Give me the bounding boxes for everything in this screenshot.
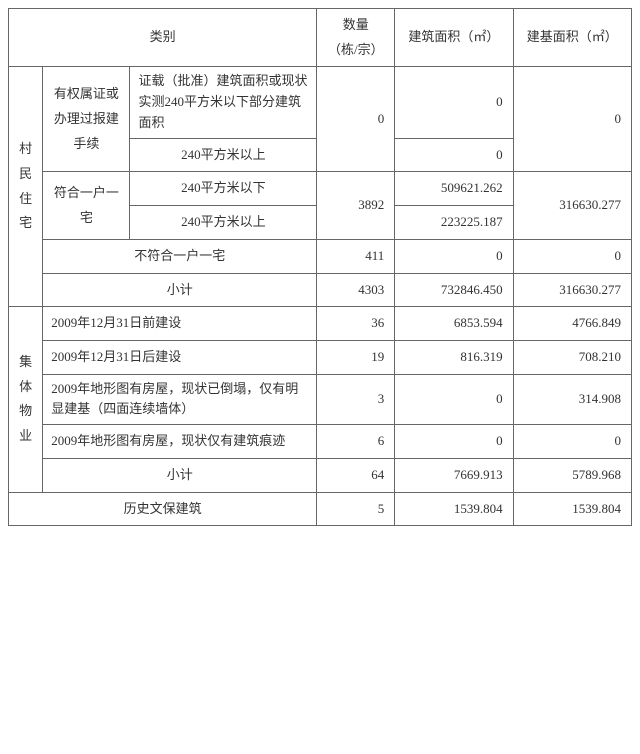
ba-cert-above: 0 xyxy=(395,138,513,172)
sub-has-certificate: 有权属证或办理过报建手续 xyxy=(43,67,130,172)
ba-after-2009: 816.319 xyxy=(395,340,513,374)
sub-onehouse-below240: 240平方米以下 xyxy=(130,172,317,206)
sub-one-house: 符合一户一宅 xyxy=(43,172,130,239)
sub-after-2009: 2009年12月31日后建设 xyxy=(43,340,317,374)
cat-villager-housing: 村民住宅 xyxy=(9,67,43,307)
fa-heritage: 1539.804 xyxy=(513,492,631,526)
sub-collapsed: 2009年地形图有房屋，现状已倒塌，仅有明显建基（四面连续墙体） xyxy=(43,374,317,425)
fa-cert: 0 xyxy=(513,67,631,172)
sub-onehouse-above240: 240平方米以上 xyxy=(130,206,317,240)
villager-subtotal-qty: 4303 xyxy=(317,273,395,307)
ba-cert-below: 0 xyxy=(395,67,513,138)
sub-cert-below240: 证载（批准）建筑面积或现状实测240平方米以下部分建筑面积 xyxy=(130,67,317,138)
qty-after-2009: 19 xyxy=(317,340,395,374)
header-building-area: 建筑面积（㎡） xyxy=(395,9,513,67)
qty-before-2009: 36 xyxy=(317,307,395,341)
data-table: 类别 数量（栋/宗） 建筑面积（㎡） 建基面积（㎡） 村民住宅 有权属证或办理过… xyxy=(8,8,632,526)
sub-cert-above240: 240平方米以上 xyxy=(130,138,317,172)
header-quantity: 数量（栋/宗） xyxy=(317,9,395,67)
ba-collapsed: 0 xyxy=(395,374,513,425)
villager-subtotal-label: 小计 xyxy=(43,273,317,307)
ba-onehouse-above: 223225.187 xyxy=(395,206,513,240)
fa-not-onehouse: 0 xyxy=(513,239,631,273)
sub-before-2009: 2009年12月31日前建设 xyxy=(43,307,317,341)
qty-cert: 0 xyxy=(317,67,395,172)
ba-traces: 0 xyxy=(395,425,513,459)
qty-collapsed: 3 xyxy=(317,374,395,425)
collective-subtotal-ba: 7669.913 xyxy=(395,458,513,492)
collective-subtotal-label: 小计 xyxy=(43,458,317,492)
qty-traces: 6 xyxy=(317,425,395,459)
ba-onehouse-below: 509621.262 xyxy=(395,172,513,206)
fa-onehouse: 316630.277 xyxy=(513,172,631,239)
fa-traces: 0 xyxy=(513,425,631,459)
qty-heritage: 5 xyxy=(317,492,395,526)
cat-heritage: 历史文保建筑 xyxy=(9,492,317,526)
header-category: 类别 xyxy=(9,9,317,67)
fa-collapsed: 314.908 xyxy=(513,374,631,425)
fa-before-2009: 4766.849 xyxy=(513,307,631,341)
ba-before-2009: 6853.594 xyxy=(395,307,513,341)
sub-not-onehouse: 不符合一户一宅 xyxy=(43,239,317,273)
villager-subtotal-fa: 316630.277 xyxy=(513,273,631,307)
ba-heritage: 1539.804 xyxy=(395,492,513,526)
header-foundation-area: 建基面积（㎡） xyxy=(513,9,631,67)
collective-subtotal-qty: 64 xyxy=(317,458,395,492)
qty-not-onehouse: 411 xyxy=(317,239,395,273)
villager-subtotal-ba: 732846.450 xyxy=(395,273,513,307)
sub-traces: 2009年地形图有房屋，现状仅有建筑痕迹 xyxy=(43,425,317,459)
qty-onehouse: 3892 xyxy=(317,172,395,239)
cat-collective-property: 集体物业 xyxy=(9,307,43,492)
ba-not-onehouse: 0 xyxy=(395,239,513,273)
collective-subtotal-fa: 5789.968 xyxy=(513,458,631,492)
fa-after-2009: 708.210 xyxy=(513,340,631,374)
